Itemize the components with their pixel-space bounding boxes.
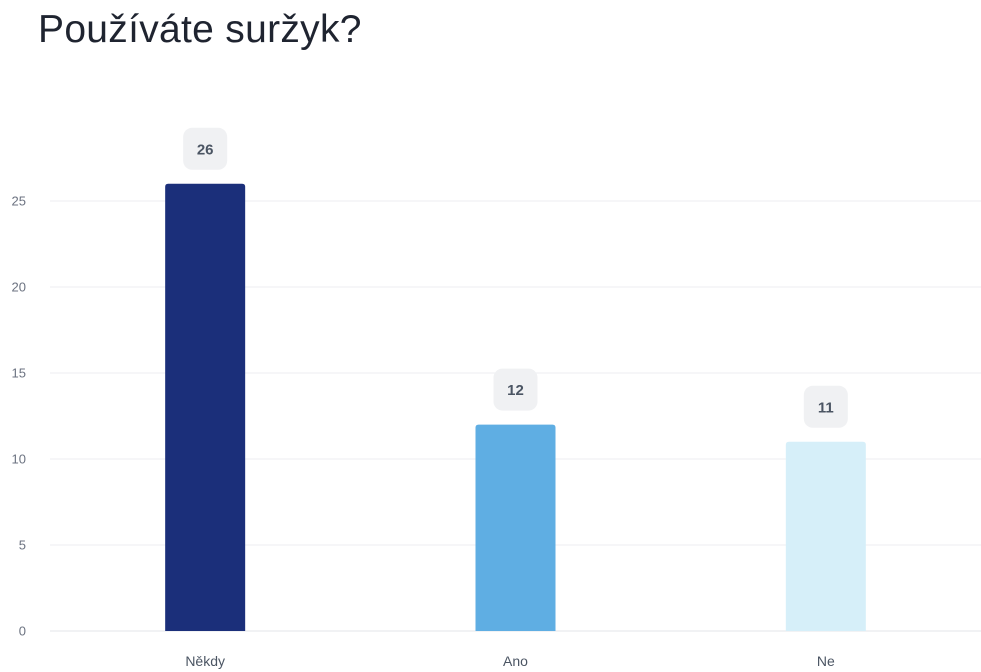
- value-label: 12: [507, 382, 524, 399]
- y-tick-label: 20: [12, 280, 26, 295]
- y-tick-label: 5: [19, 538, 26, 553]
- x-axis-category-labels: Někdy Ano Ne: [185, 653, 835, 669]
- value-labels: 26 12 11: [183, 127, 848, 428]
- y-axis-tick-labels: 0 5 10 15 20 25: [12, 194, 26, 639]
- y-tick-label: 25: [12, 194, 26, 209]
- value-label: 11: [818, 399, 834, 416]
- value-badge: [803, 385, 848, 428]
- category-label: Někdy: [185, 653, 225, 669]
- y-tick-label: 0: [19, 624, 26, 639]
- bar-někdy[interactable]: [165, 183, 246, 632]
- y-tick-label: 10: [12, 452, 26, 467]
- bars: [165, 183, 866, 632]
- category-label: Ano: [503, 653, 528, 669]
- bar-ano[interactable]: [475, 424, 556, 631]
- chart-title: Používáte suržyk?: [38, 8, 362, 51]
- value-badge: [493, 368, 538, 411]
- value-label: 26: [197, 141, 214, 158]
- value-badge: [183, 127, 228, 170]
- category-label: Ne: [817, 653, 835, 669]
- y-tick-label: 15: [12, 366, 26, 381]
- bar-ne[interactable]: [785, 441, 866, 631]
